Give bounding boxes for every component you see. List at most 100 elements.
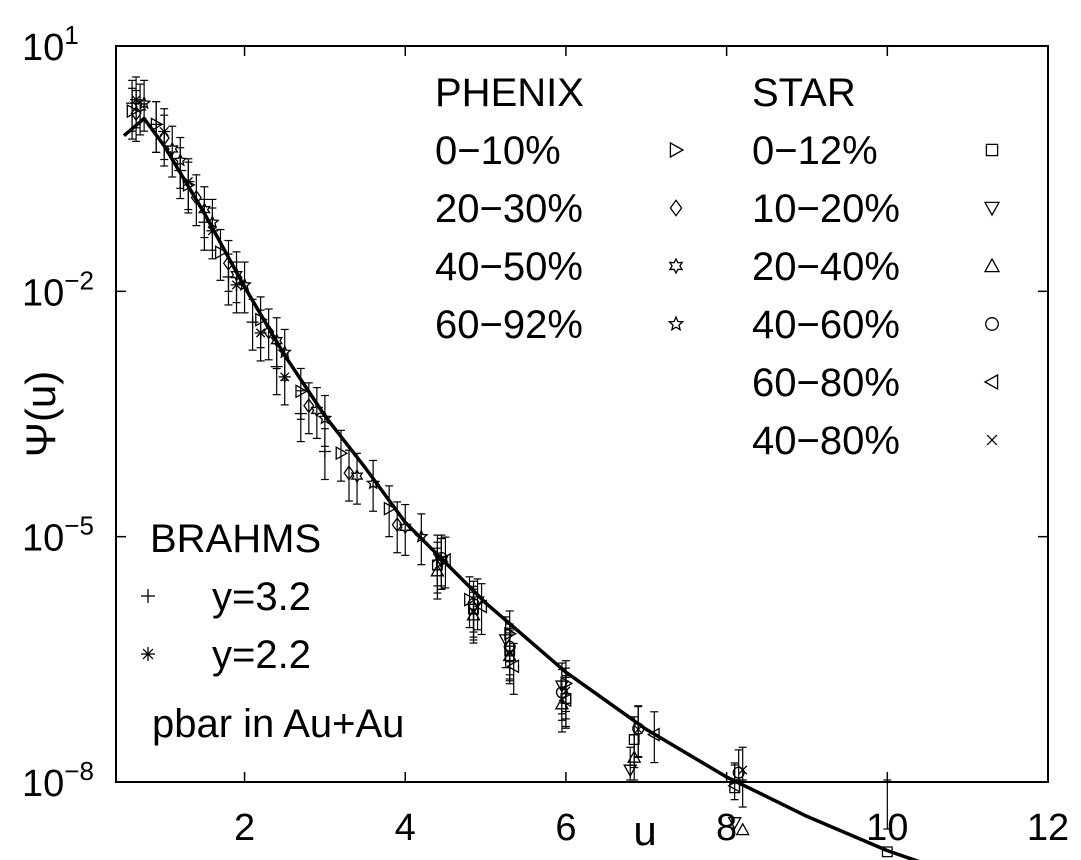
legend-marker-hexagram (668, 257, 684, 275)
data-point-triangle-down-shape (498, 634, 513, 648)
legend-label: 0−12% (752, 129, 878, 173)
data-point-x-stroke (561, 686, 571, 696)
data-point-triangle-down-shape (470, 596, 485, 610)
legend-title: PHENIX (435, 71, 584, 115)
data-point-triangle-right-shape (214, 245, 228, 260)
data-point-diamond-shape (303, 397, 315, 414)
data-point-diamond-shape (190, 189, 202, 206)
legend-marker-triangle-down-shape (983, 201, 1001, 217)
data-point-triangle-left (506, 659, 520, 674)
data-point-asterisk (182, 175, 195, 188)
legend-marker-asterisk (141, 647, 155, 661)
data-point-x (432, 553, 443, 563)
data-point-x (505, 648, 515, 658)
data-point-diamond-shape (343, 465, 355, 481)
data-point-asterisk (158, 125, 171, 138)
legend-label: 10−20% (752, 187, 900, 231)
data-point-triangle-right-shape (295, 384, 309, 399)
data-point-circle (732, 766, 745, 779)
data-point-hexagram (398, 519, 412, 535)
data-point-square-shape (881, 846, 893, 858)
legend-marker-x (986, 434, 998, 446)
legend-label: 20−30% (435, 187, 583, 231)
legend-marker-diamond (669, 199, 683, 217)
data-point-pentagram-shape (237, 277, 252, 292)
legend-label: 40−50% (435, 245, 583, 289)
data-point-pentagram-shape (365, 475, 381, 490)
legend-marker-asterisk-stroke (142, 648, 154, 660)
data-point-hexagram (310, 403, 324, 418)
x-tick-label: 6 (555, 807, 576, 849)
legend-label: 20−40% (752, 245, 900, 289)
data-point-x (468, 607, 479, 617)
legend-title: BRAHMS (150, 517, 321, 561)
data-point-triangle-left (474, 599, 488, 614)
legend-marker-triangle-left-shape (983, 373, 999, 391)
data-point-triangle-down-shape (623, 764, 638, 778)
legend-label: 40−60% (752, 303, 900, 347)
data-point-x-stroke (738, 765, 748, 775)
legend-marker-pentagram-shape (667, 315, 685, 332)
data-point-triangle-right-shape (335, 446, 349, 461)
data-point-asterisk (254, 326, 267, 339)
data-point-pentagram (136, 95, 152, 110)
legend-marker-diamond-shape (669, 199, 683, 217)
data-point-plus (246, 316, 259, 329)
data-point-triangle-right (383, 501, 397, 516)
legend-marker-square-shape (985, 143, 999, 157)
legend-label: y=3.2 (212, 575, 311, 619)
x-tick-label: 4 (395, 807, 416, 849)
data-point-asterisk (130, 93, 143, 106)
data-point-square-shape (504, 645, 516, 657)
data-point-triangle-left-shape (474, 599, 488, 614)
data-point-pentagram-shape (413, 529, 429, 543)
data-point-pentagram-shape (136, 95, 152, 110)
data-point-diamond (303, 397, 315, 414)
data-point-x (561, 686, 571, 696)
y-axis-label: Ψ(u) (17, 371, 64, 457)
legend-marker-triangle-left (983, 373, 999, 391)
data-point-triangle-left-shape (558, 693, 572, 708)
data-point-triangle-up (735, 822, 750, 836)
data-point-triangle-left (727, 778, 741, 793)
plot-frame (115, 45, 1049, 783)
data-point-pentagram (365, 475, 381, 490)
data-point-asterisk-stroke (183, 176, 193, 187)
legend-label: 0−10% (435, 129, 561, 173)
legend-title: STAR (752, 71, 856, 115)
data-point-plus (294, 407, 307, 420)
data-point-circle-shape (732, 766, 745, 779)
data-point-triangle-left-shape (727, 778, 741, 793)
data-point-x-stroke (633, 724, 643, 735)
legend-marker-triangle-right (669, 141, 685, 159)
legend-marker-triangle-up (983, 257, 1001, 273)
data-point-diamond (391, 516, 403, 533)
data-point-triangle-left (558, 693, 572, 708)
data-point-triangle-left-shape (438, 552, 451, 568)
data-point-triangle-left-shape (506, 659, 520, 674)
data-point-x (633, 724, 643, 735)
x-tick-label: 12 (1027, 807, 1069, 849)
data-point-hexagram (133, 99, 147, 115)
legend-marker-triangle-right-shape (669, 141, 685, 159)
data-point-asterisk (206, 224, 219, 237)
data-point-x-stroke (505, 648, 515, 658)
data-point-pentagram (237, 277, 252, 292)
data-point-triangle-right (295, 384, 309, 399)
data-points (126, 76, 893, 858)
data-point-pentagram-shape (317, 410, 333, 425)
data-point-plus (150, 118, 163, 131)
fit-curve (122, 116, 920, 860)
data-point-hexagram-shape (310, 403, 324, 418)
y-tick-label: 10−8 (22, 756, 94, 805)
legend-marker-square (985, 143, 999, 157)
data-point-hexagram-shape (350, 468, 364, 484)
data-point-asterisk-stroke (231, 280, 242, 290)
legend-label: y=2.2 (212, 633, 311, 677)
legend-marker-hexagram-shape (668, 257, 684, 275)
x-tick-label: 2 (234, 807, 255, 849)
data-point-plus (270, 360, 283, 373)
data-point-asterisk (278, 370, 291, 383)
